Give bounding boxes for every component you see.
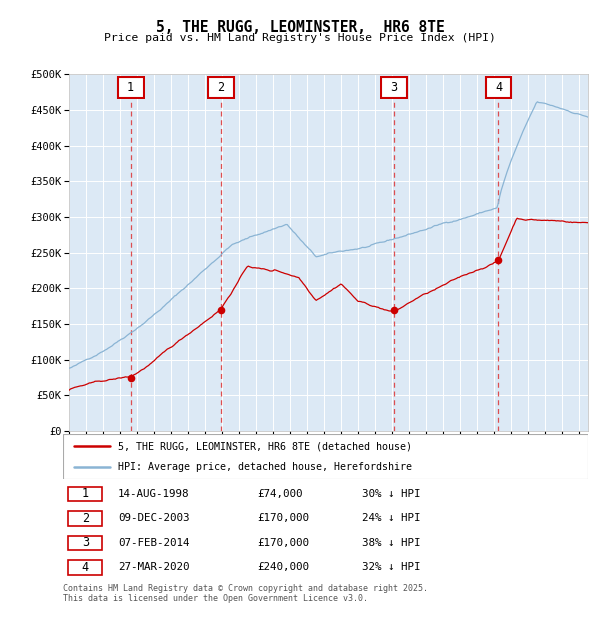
Bar [68,511,103,526]
Text: £170,000: £170,000 [257,538,309,548]
Text: Price paid vs. HM Land Registry's House Price Index (HPI): Price paid vs. HM Land Registry's House … [104,33,496,43]
Text: 32% ↓ HPI: 32% ↓ HPI [362,562,421,572]
Text: HPI: Average price, detached house, Herefordshire: HPI: Average price, detached house, Here… [118,461,412,472]
Text: 5, THE RUGG, LEOMINSTER,  HR6 8TE: 5, THE RUGG, LEOMINSTER, HR6 8TE [155,20,445,35]
Text: 07-FEB-2014: 07-FEB-2014 [118,538,190,548]
Text: 4: 4 [495,81,502,94]
Text: £240,000: £240,000 [257,562,309,572]
Text: 1: 1 [127,81,134,94]
Bar [68,487,103,502]
Text: 2: 2 [218,81,224,94]
Text: 1: 1 [82,487,89,500]
Bar [68,560,103,575]
Text: 09-DEC-2003: 09-DEC-2003 [118,513,190,523]
Text: £74,000: £74,000 [257,489,303,499]
Text: 24% ↓ HPI: 24% ↓ HPI [362,513,421,523]
Text: 2: 2 [82,512,89,525]
Text: 4: 4 [82,561,89,574]
Text: 38% ↓ HPI: 38% ↓ HPI [362,538,421,548]
Text: This data is licensed under the Open Government Licence v3.0.: This data is licensed under the Open Gov… [63,594,368,603]
Text: 30% ↓ HPI: 30% ↓ HPI [362,489,421,499]
Text: 27-MAR-2020: 27-MAR-2020 [118,562,190,572]
Text: £170,000: £170,000 [257,513,309,523]
Bar [68,536,103,551]
Text: 3: 3 [391,81,398,94]
Text: 14-AUG-1998: 14-AUG-1998 [118,489,190,499]
Text: 3: 3 [82,536,89,549]
Text: Contains HM Land Registry data © Crown copyright and database right 2025.: Contains HM Land Registry data © Crown c… [63,584,428,593]
Text: 5, THE RUGG, LEOMINSTER, HR6 8TE (detached house): 5, THE RUGG, LEOMINSTER, HR6 8TE (detach… [118,441,412,451]
